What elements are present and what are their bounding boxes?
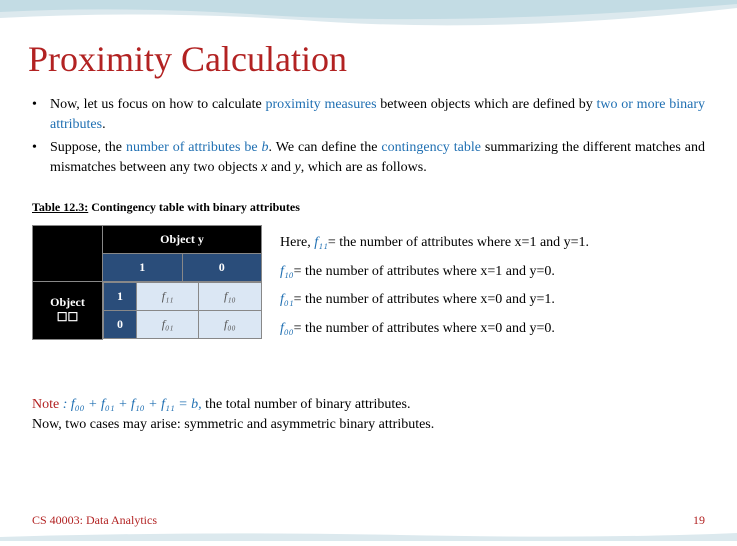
legend-row: Here, f₁₁= the number of attributes wher…	[280, 230, 705, 257]
bullet-text: Now, let us focus on how to calculate pr…	[50, 95, 705, 134]
note-line-1: Note : f₀₀ + f₀₁ + f₁₀ + f₁₁ = b, the to…	[32, 395, 705, 415]
table-corner	[33, 226, 103, 282]
table-row-label: 0	[104, 311, 137, 339]
table-cell: f₀₀	[199, 311, 261, 339]
table-row-label: 1	[104, 283, 137, 311]
bullet-item: • Now, let us focus on how to calculate …	[32, 95, 705, 134]
footer-course: CS 40003: Data Analytics	[32, 513, 157, 528]
header-decoration	[0, 0, 737, 40]
bullet-dot: •	[32, 95, 50, 134]
bullet-item: • Suppose, the number of attributes be b…	[32, 138, 705, 177]
legend-row: f₀₁= the number of attributes where x=0 …	[280, 287, 705, 314]
slide-title: Proximity Calculation	[28, 38, 347, 80]
table-cell: f₁₁	[137, 283, 199, 311]
table-top-header: Object y	[103, 226, 262, 254]
note-block: Note : f₀₀ + f₀₁ + f₁₀ + f₁₁ = b, the to…	[32, 395, 705, 434]
footer-page-number: 19	[693, 513, 705, 528]
table-caption: Table 12.3: Contingency table with binar…	[32, 200, 300, 215]
table-col-label: 1	[103, 254, 183, 282]
table-side-header: Object ☐☐	[33, 282, 103, 340]
bullet-dot: •	[32, 138, 50, 177]
bullet-list: • Now, let us focus on how to calculate …	[32, 95, 705, 181]
legend-row: f₀₀= the number of attributes where x=0 …	[280, 316, 705, 343]
bullet-text: Suppose, the number of attributes be b. …	[50, 138, 705, 177]
table-cell: f₀₁	[137, 311, 199, 339]
contingency-table: Object y 1 0 Object ☐☐ 1 f₁₁ f₁₀ 0 f₀₁ f…	[32, 225, 262, 340]
note-line-2: Now, two cases may arise: symmetric and …	[32, 415, 705, 435]
table-cell: f₁₀	[199, 283, 261, 311]
legend-block: Here, f₁₁= the number of attributes wher…	[280, 230, 705, 344]
footer-decoration	[0, 528, 737, 540]
legend-row: f₁₀= the number of attributes where x=1 …	[280, 259, 705, 286]
table-col-label: 0	[182, 254, 262, 282]
